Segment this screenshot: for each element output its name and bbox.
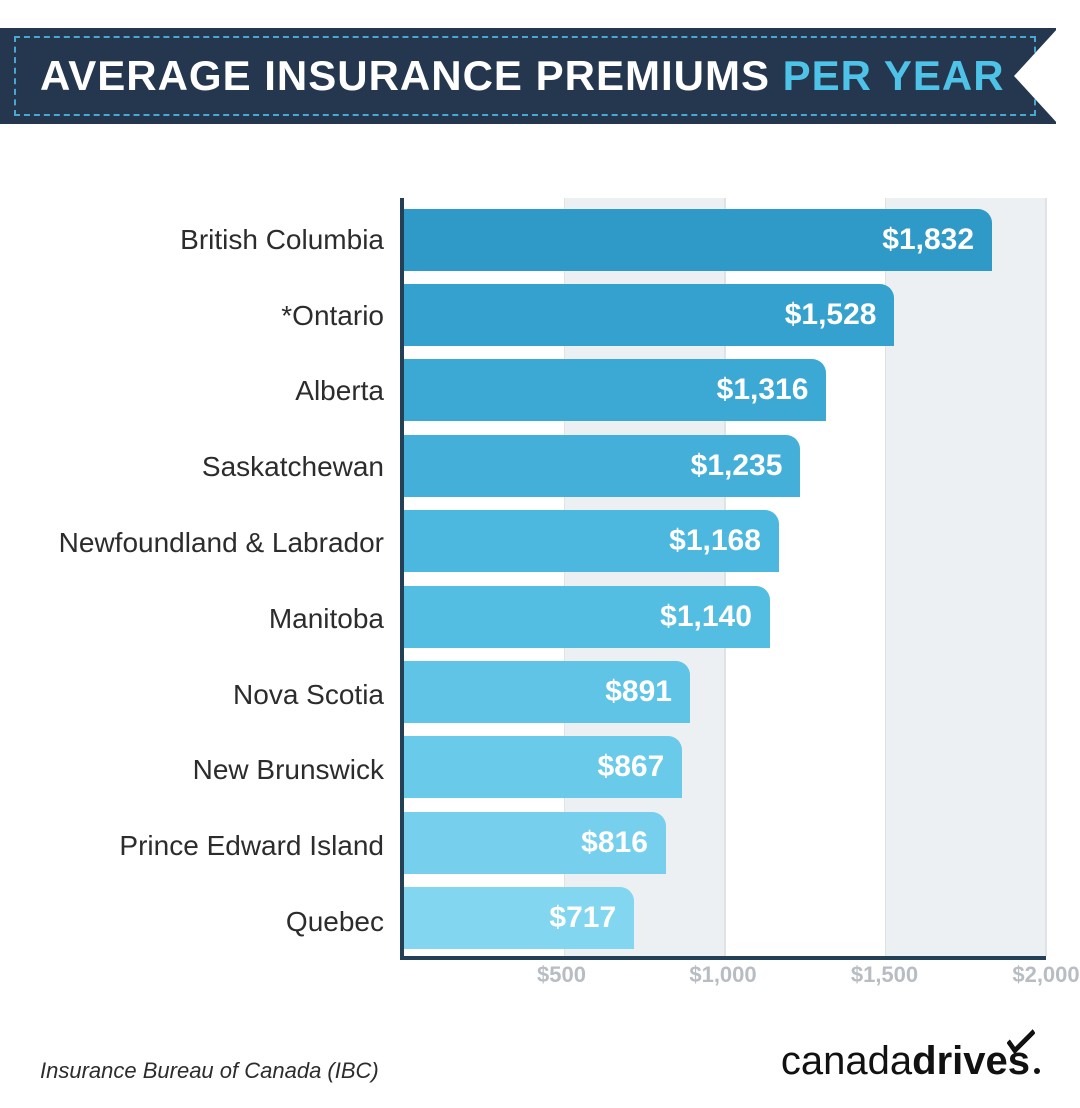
category-label: Quebec [40, 891, 388, 953]
brand-right: drives [912, 1039, 1030, 1084]
source-text: Insurance Bureau of Canada (IBC) [40, 1058, 379, 1084]
bar: $1,140 [404, 586, 770, 648]
x-tick-label: $1,000 [689, 962, 756, 988]
period-icon [1034, 1068, 1040, 1074]
chart-area: British Columbia *Ontario Alberta Saskatche… [0, 198, 1080, 988]
bar: $1,168 [404, 510, 779, 572]
brand-logo: canadadrives [781, 1039, 1040, 1084]
bar: $717 [404, 887, 634, 949]
x-tick-label: $1,500 [851, 962, 918, 988]
plot-area: $1,832 $1,528 $1,316 $1,235 $1,168 $1,140 $891… [400, 198, 1046, 960]
bar: $891 [404, 661, 690, 723]
bars-container: $1,832 $1,528 $1,316 $1,235 $1,168 $1,140 $891… [404, 198, 1046, 956]
category-label: British Columbia [40, 209, 388, 271]
bar: $816 [404, 812, 666, 874]
bar: $867 [404, 736, 682, 798]
x-tick-label: $500 [537, 962, 586, 988]
category-label: Saskatchewan [40, 436, 388, 498]
title-main: AVERAGE INSURANCE PREMIUMS [40, 52, 783, 99]
bar: $1,235 [404, 435, 800, 497]
x-axis-ticks: $500$1,000$1,500$2,000 [400, 960, 1046, 988]
x-tick-label: $2,000 [1012, 962, 1079, 988]
category-label: Nova Scotia [40, 664, 388, 726]
category-label: Prince Edward Island [40, 815, 388, 877]
category-label: *Ontario [40, 285, 388, 347]
category-label: Newfoundland & Labrador [40, 512, 388, 574]
page-title: AVERAGE INSURANCE PREMIUMS PER YEAR [40, 52, 1005, 100]
footer: Insurance Bureau of Canada (IBC) canadad… [0, 1039, 1080, 1084]
brand-left: canada [781, 1039, 912, 1084]
title-ribbon: AVERAGE INSURANCE PREMIUMS PER YEAR [0, 28, 1056, 124]
premiums-bar-chart: British Columbia *Ontario Alberta Saskatche… [40, 198, 1046, 988]
bar: $1,832 [404, 209, 992, 271]
title-accent: PER YEAR [783, 52, 1005, 99]
bar: $1,528 [404, 284, 894, 346]
category-label: New Brunswick [40, 739, 388, 801]
category-label: Alberta [40, 360, 388, 422]
bar: $1,316 [404, 359, 826, 421]
category-label: Manitoba [40, 588, 388, 650]
y-axis-labels: British Columbia *Ontario Alberta Saskatche… [40, 198, 388, 960]
